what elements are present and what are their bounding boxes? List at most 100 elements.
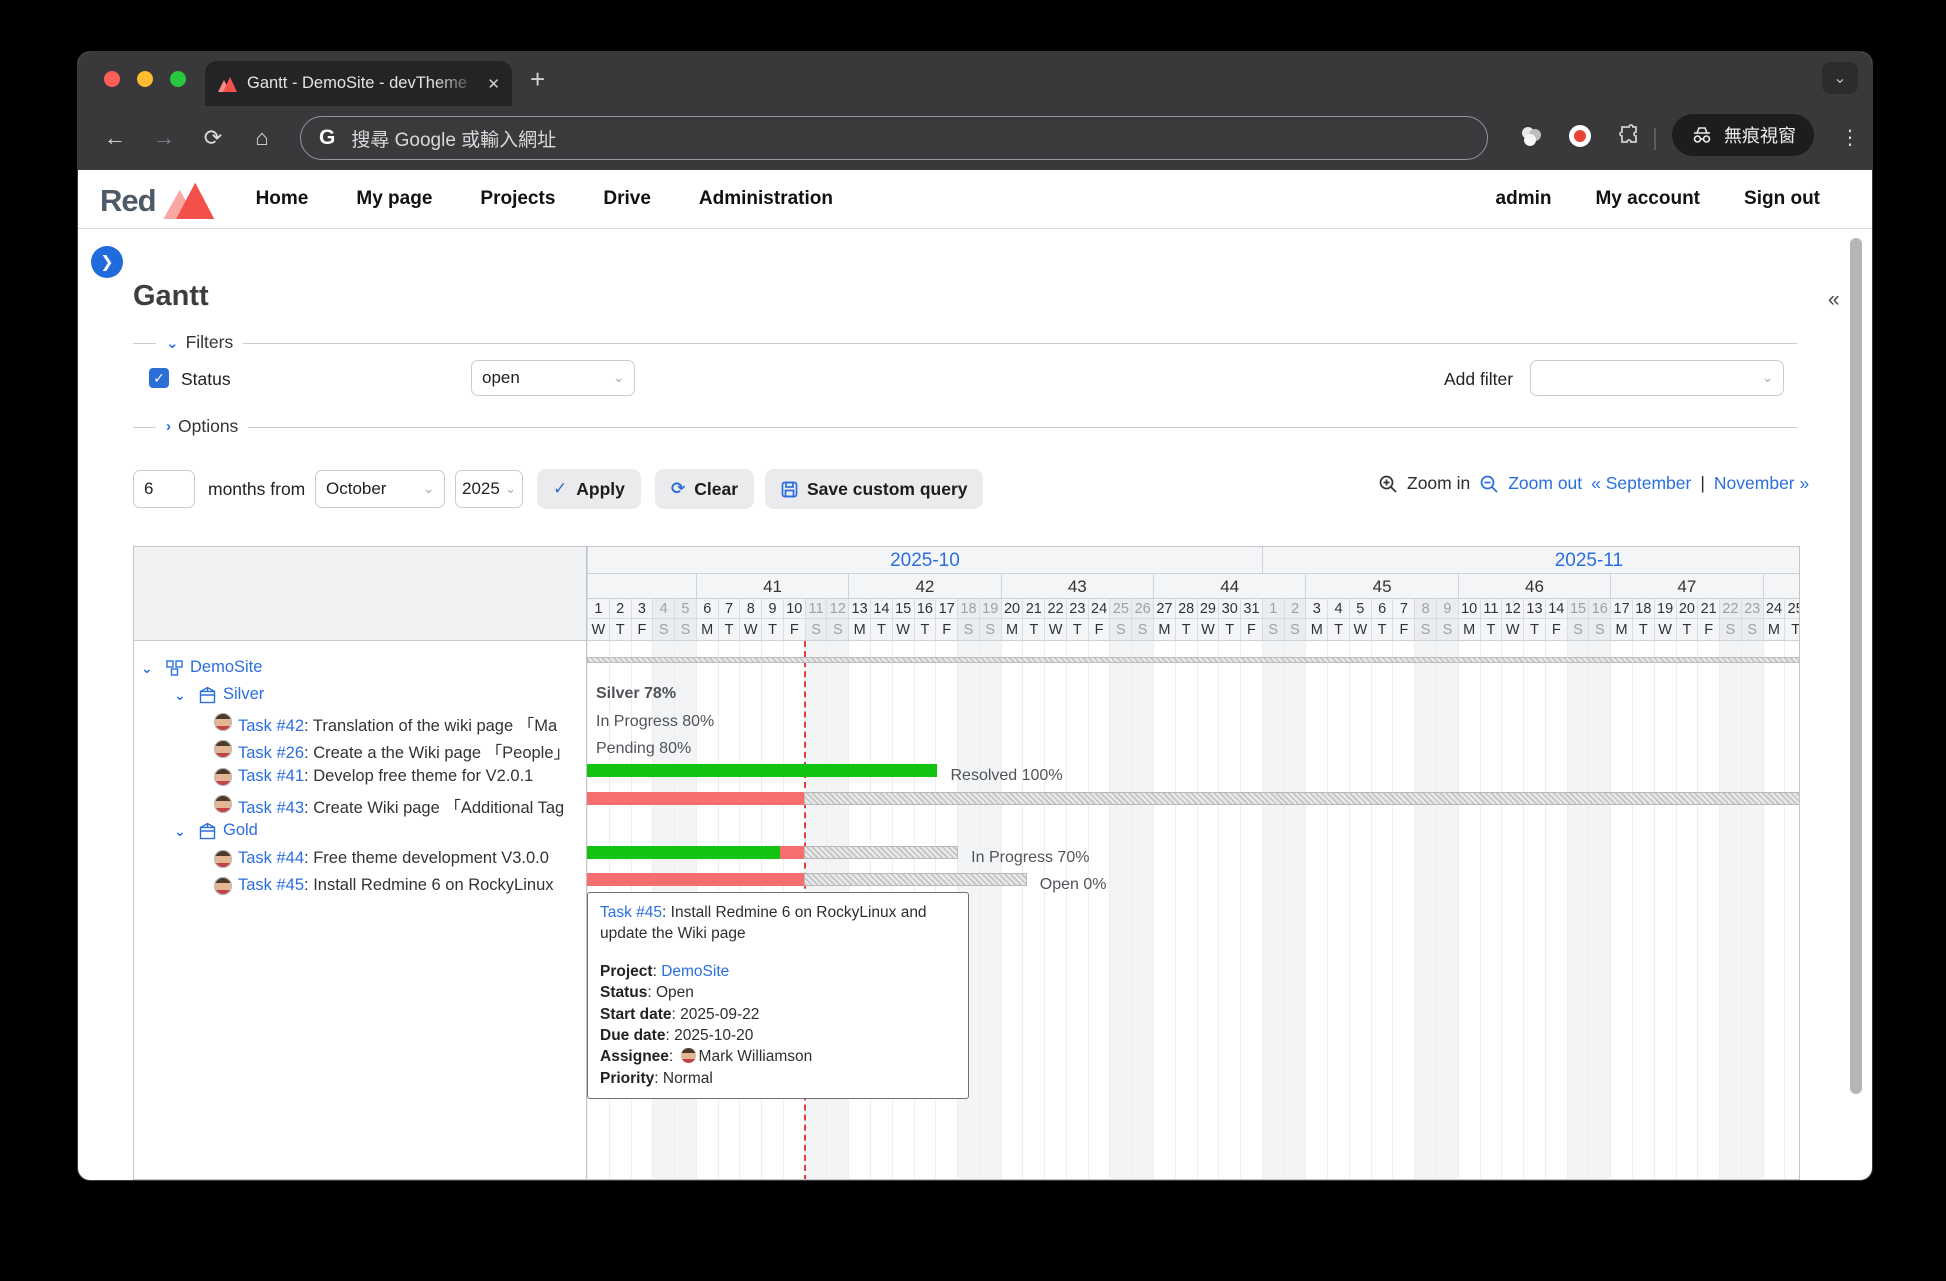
gantt-chart: ⌄ DemoSite ⌄ Silver Task #42: Translation of… (133, 546, 1800, 1180)
options-legend[interactable]: › Options (156, 416, 249, 437)
minimize-window-button[interactable] (137, 71, 153, 87)
account-sign-out[interactable]: Sign out (1744, 188, 1820, 209)
tree-expander-icon[interactable]: ⌄ (174, 823, 186, 840)
google-g-icon: G (319, 126, 336, 149)
account-nav: admin My account Sign out (1496, 188, 1820, 210)
nav-my-page[interactable]: My page (356, 188, 433, 209)
day-letter-cell: M (1153, 619, 1175, 640)
recording-dot-icon[interactable] (1565, 123, 1595, 153)
day-number-cell: 20 (1000, 599, 1023, 618)
tab-close-icon[interactable]: ✕ (487, 75, 500, 93)
day-stripe (1610, 641, 1632, 1179)
traffic-lights (104, 71, 186, 87)
gantt-bar-done-task-41[interactable] (587, 764, 938, 778)
new-tab-button[interactable]: + (530, 64, 546, 94)
nav-drive[interactable]: Drive (603, 188, 651, 209)
tree-item-subject: : Translation of the wiki page 「Ma (304, 717, 558, 736)
next-month-link[interactable]: November » (1713, 473, 1810, 493)
tooltip-field-label: Start date (600, 1005, 672, 1023)
day-letter-cell: T (1370, 619, 1393, 640)
day-stripe (1653, 641, 1676, 1179)
nav-projects[interactable]: Projects (480, 188, 556, 209)
clear-button[interactable]: ⟳ Clear (655, 469, 755, 509)
day-letter-cell: T (1479, 619, 1502, 640)
tree-link-task-42[interactable]: Task #42 (238, 717, 305, 736)
collapse-sidebar-icon[interactable]: « (1828, 288, 1840, 311)
browser-tab[interactable]: Gantt - DemoSite - devTheme ✕ (205, 61, 512, 106)
gantt-bar-late-task-44[interactable] (779, 846, 804, 860)
tree-link-gold[interactable]: Gold (223, 821, 258, 840)
gantt-bar-late-task-43[interactable] (587, 791, 804, 805)
month-header-row: 2025-10 2025-11 (587, 547, 1799, 574)
app-logo[interactable]: Red (100, 179, 216, 219)
tooltip-task-link[interactable]: Task #45 (600, 904, 663, 921)
tree-row-task-26: Task #26: Create a the Wiki page 「People… (134, 736, 586, 763)
tab-search-button[interactable]: ⌄ (1822, 62, 1858, 94)
home-icon[interactable]: ⌂ (255, 125, 269, 150)
profile-circles-icon[interactable] (1516, 123, 1546, 153)
day-letter-cell: M (695, 619, 718, 640)
day-stripe (1523, 641, 1545, 1179)
apply-button[interactable]: ✓ Apply (537, 469, 641, 509)
nav-home[interactable]: Home (255, 188, 309, 209)
day-number-cell: 26 (1131, 599, 1154, 618)
reload-icon[interactable]: ⟳ (203, 125, 223, 150)
day-letter-cell: S (1131, 619, 1154, 640)
page-scrollbar-thumb[interactable] (1850, 238, 1862, 1094)
maximize-window-button[interactable] (170, 71, 186, 87)
gantt-bar-done-task-44[interactable] (587, 846, 780, 860)
day-letter-cell: F (1392, 619, 1414, 640)
day-letter-cell: T (913, 619, 936, 640)
day-letter-cell: S (978, 619, 1001, 640)
year-select[interactable]: 2025 ⌄ (455, 470, 523, 508)
day-stripe (1631, 641, 1654, 1179)
tree-expander-icon[interactable]: ⌄ (141, 659, 153, 676)
assignee-avatar (214, 795, 232, 813)
back-icon[interactable]: ← (104, 125, 126, 150)
sidebar-expand-button[interactable]: ❯ (91, 246, 123, 278)
nav-administration[interactable]: Administration (698, 188, 833, 209)
save-custom-query-button[interactable]: Save custom query (765, 469, 984, 509)
account-admin[interactable]: admin (1495, 188, 1552, 209)
status-select[interactable]: open ⌄ (471, 360, 635, 396)
gantt-bar-todo-task-45[interactable] (803, 873, 1027, 887)
tree-link-demosite[interactable]: DemoSite (190, 657, 263, 676)
tooltip-field-label: Due date (600, 1026, 666, 1044)
gantt-bar-late-task-45[interactable] (587, 873, 804, 887)
add-filter-select[interactable]: ⌄ (1530, 360, 1784, 396)
assignee-avatar (680, 1048, 696, 1064)
months-input[interactable] (133, 470, 195, 508)
filters-legend[interactable]: ⌄ Filters (156, 332, 244, 353)
day-number-cell: 22 (1719, 599, 1741, 618)
gantt-bar-todo-task-44[interactable] (803, 846, 959, 860)
day-stripe (1196, 641, 1219, 1179)
omnibox[interactable]: G 搜尋 Google 或輸入網址 (300, 116, 1488, 160)
tooltip-field-label: Priority (600, 1069, 655, 1087)
account-my-account[interactable]: My account (1595, 188, 1701, 209)
tree-link-task-41[interactable]: Task #41 (238, 766, 305, 785)
month-cell: 2025-11 (1261, 547, 1799, 573)
tree-link-silver[interactable]: Silver (223, 684, 265, 703)
status-checkbox[interactable]: ✓ (149, 368, 169, 388)
prev-month-link[interactable]: « September (1591, 473, 1692, 493)
week-cell: 47 (1610, 574, 1762, 598)
tree-link-task-43[interactable]: Task #43 (238, 799, 305, 817)
tree-link-task-26[interactable]: Task #26 (238, 744, 305, 763)
tree-link-task-44[interactable]: Task #44 (238, 848, 305, 867)
tree-expander-icon[interactable]: ⌄ (174, 686, 186, 703)
day-number-cell: 2 (608, 599, 631, 618)
month-nav-separator: | (1700, 473, 1705, 493)
gantt-bar-todo-task-43[interactable] (803, 791, 1799, 805)
browser-menu-icon[interactable]: ⋮ (1840, 127, 1860, 149)
month-select[interactable]: October ⌄ (315, 470, 445, 508)
tooltip-project-link[interactable]: DemoSite (661, 962, 730, 980)
forward-icon[interactable]: → (153, 125, 175, 150)
extensions-puzzle-icon[interactable] (1614, 123, 1644, 153)
zoom-out-link[interactable]: Zoom out (1508, 473, 1583, 493)
day-number-cell: 8 (1414, 599, 1437, 618)
assignee-avatar (214, 876, 232, 895)
day-letter-cell: T (1675, 619, 1698, 640)
close-window-button[interactable] (104, 71, 120, 87)
tree-link-task-45[interactable]: Task #45 (238, 875, 305, 894)
